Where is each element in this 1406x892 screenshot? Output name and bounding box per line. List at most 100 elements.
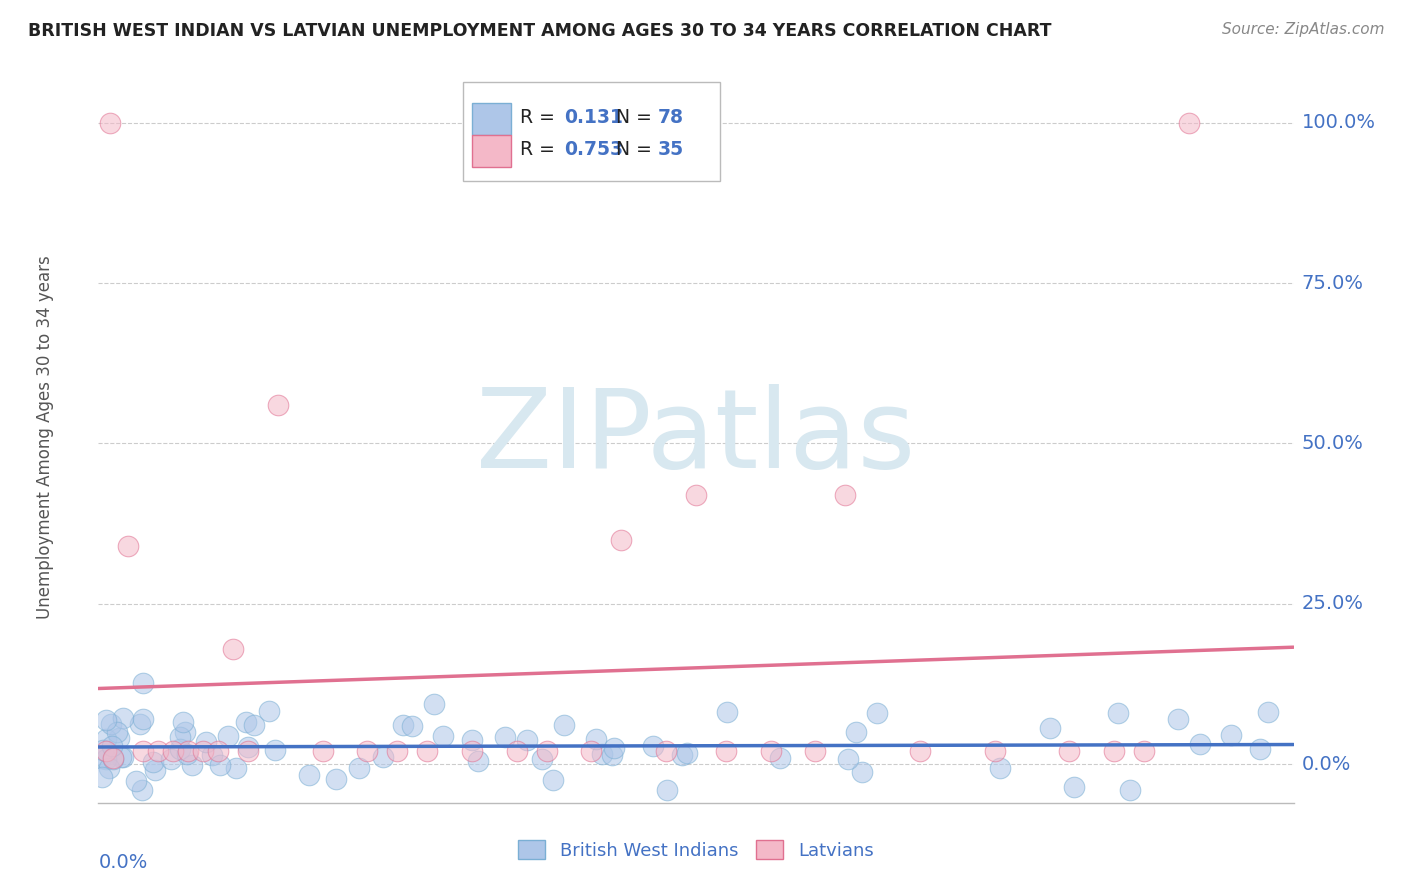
Point [685, 488, 707, 502]
Point [908, 744, 931, 758]
Point [1189, 737, 1212, 751]
Point [217, 729, 239, 743]
Point [105, 725, 128, 739]
Point [1059, 744, 1081, 758]
Point [834, 488, 856, 502]
Point [461, 744, 484, 758]
FancyBboxPatch shape [463, 82, 720, 181]
Point [714, 744, 737, 758]
Point [494, 730, 516, 744]
Point [1119, 783, 1142, 797]
Text: 35: 35 [658, 140, 683, 159]
Point [110, 749, 132, 764]
Point [1249, 741, 1271, 756]
Point [160, 752, 183, 766]
Point [208, 758, 231, 772]
Point [142, 755, 165, 769]
Point [769, 750, 792, 764]
Point [148, 744, 170, 758]
Point [536, 744, 558, 758]
Point [641, 739, 664, 753]
Point [1178, 116, 1201, 130]
Point [91, 743, 114, 757]
Point [125, 773, 148, 788]
Point [759, 744, 782, 758]
Point [655, 783, 678, 797]
Text: N =: N = [616, 108, 658, 127]
Point [467, 754, 489, 768]
Point [100, 716, 122, 731]
Point [325, 772, 347, 786]
Point [162, 744, 184, 758]
Point [181, 757, 204, 772]
Point [243, 718, 266, 732]
Text: 78: 78 [658, 108, 683, 127]
Point [101, 739, 124, 754]
Point [207, 744, 229, 758]
Point [516, 732, 538, 747]
Point [98, 116, 122, 130]
Point [98, 761, 121, 775]
Text: 100.0%: 100.0% [1302, 113, 1376, 132]
Point [1167, 712, 1189, 726]
Point [96, 714, 118, 728]
Point [131, 783, 153, 797]
Point [347, 761, 370, 775]
Text: Unemployment Among Ages 30 to 34 years: Unemployment Among Ages 30 to 34 years [35, 255, 53, 619]
Point [610, 533, 633, 547]
Point [461, 733, 484, 747]
Point [845, 724, 868, 739]
Point [235, 715, 257, 730]
Point [432, 729, 454, 743]
Point [143, 763, 166, 777]
Point [385, 744, 409, 758]
Point [988, 761, 1011, 775]
Text: 0.131: 0.131 [565, 108, 623, 127]
Point [311, 744, 333, 758]
Point [984, 744, 1007, 758]
Point [90, 751, 112, 765]
Point [866, 706, 889, 720]
Point [1257, 705, 1279, 719]
Point [225, 761, 247, 775]
Point [422, 698, 444, 712]
Text: 50.0%: 50.0% [1302, 434, 1364, 453]
Point [132, 744, 155, 758]
Point [581, 744, 603, 758]
Text: N =: N = [616, 140, 658, 159]
Point [263, 742, 285, 756]
Point [671, 747, 693, 762]
FancyBboxPatch shape [472, 135, 510, 167]
Text: ZIPatlas: ZIPatlas [477, 384, 915, 491]
Point [173, 724, 195, 739]
Point [655, 744, 678, 758]
Point [191, 744, 214, 758]
Point [506, 744, 529, 758]
Point [1039, 722, 1062, 736]
Point [96, 751, 118, 765]
Point [716, 705, 738, 719]
Point [851, 765, 873, 780]
Point [94, 744, 117, 758]
Point [117, 539, 139, 553]
Point [169, 741, 191, 756]
Point [259, 705, 281, 719]
Point [591, 747, 613, 761]
Text: 75.0%: 75.0% [1302, 274, 1364, 293]
Point [107, 731, 129, 745]
Legend: British West Indians, Latvians: British West Indians, Latvians [510, 833, 882, 867]
Point [176, 747, 198, 761]
Point [530, 752, 553, 766]
Point [236, 744, 259, 758]
Point [132, 675, 155, 690]
Point [172, 714, 194, 729]
FancyBboxPatch shape [472, 103, 510, 135]
Point [1107, 706, 1129, 720]
Point [200, 747, 222, 762]
Point [94, 731, 117, 746]
Point [371, 750, 394, 764]
Point [222, 641, 245, 656]
Point [128, 716, 150, 731]
Point [169, 731, 191, 745]
Point [177, 744, 200, 758]
